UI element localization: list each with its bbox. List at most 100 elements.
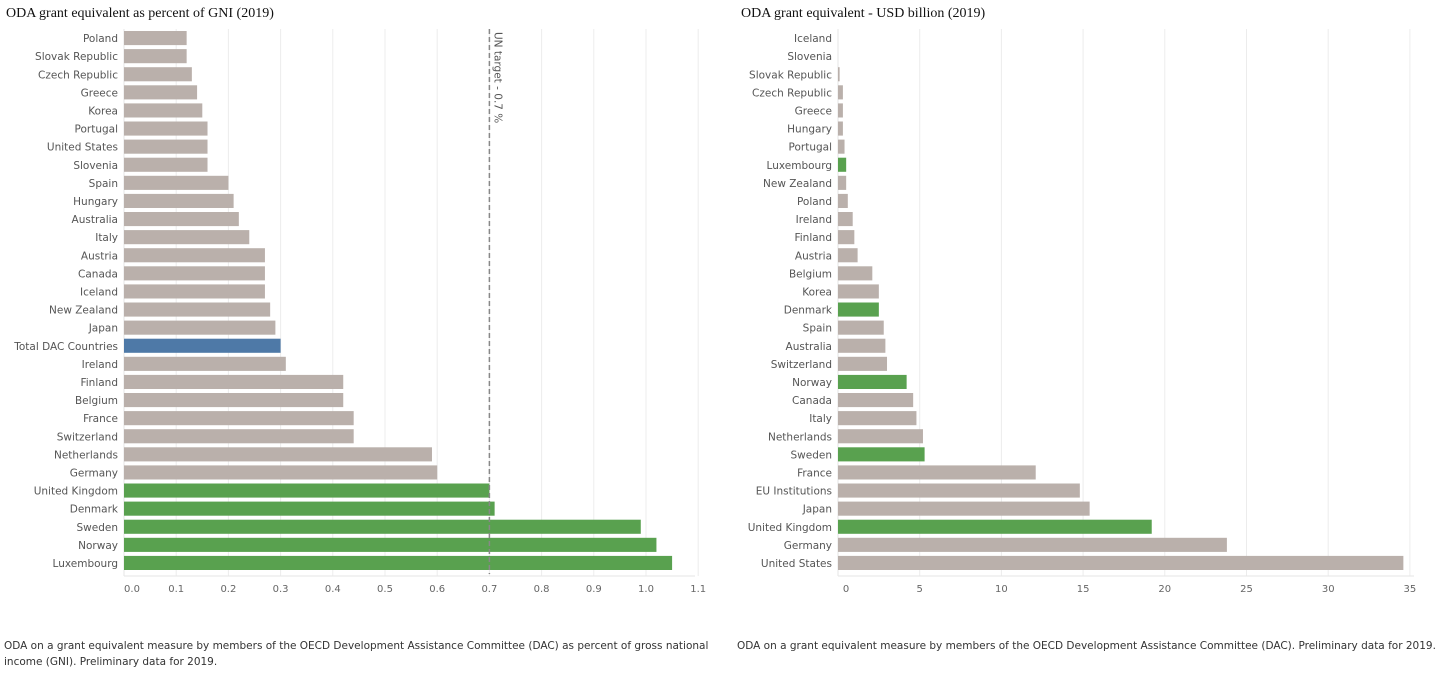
category-label: Sweden: [77, 522, 119, 534]
bar[interactable]: [124, 465, 438, 480]
category-label: Austria: [81, 250, 118, 262]
bar[interactable]: [838, 139, 845, 154]
category-label: Switzerland: [57, 431, 118, 443]
bar[interactable]: [838, 320, 884, 335]
x-tick-label: 20: [1158, 584, 1171, 595]
bar[interactable]: [124, 519, 641, 534]
bar[interactable]: [124, 212, 239, 227]
category-label: Czech Republic: [38, 69, 118, 81]
bar[interactable]: [124, 85, 198, 100]
category-label: Iceland: [80, 286, 118, 298]
bar[interactable]: [124, 139, 208, 154]
bar[interactable]: [838, 157, 847, 172]
x-tick-label: 35: [1404, 584, 1417, 595]
category-label: New Zealand: [49, 305, 118, 317]
x-tick-label: 0.8: [534, 584, 550, 595]
bar[interactable]: [838, 411, 917, 426]
bar[interactable]: [838, 266, 873, 281]
category-label: Korea: [88, 105, 118, 117]
bar[interactable]: [838, 356, 888, 371]
category-label: Greece: [795, 105, 832, 117]
bar[interactable]: [124, 103, 203, 118]
bar[interactable]: [124, 284, 265, 299]
bar[interactable]: [124, 356, 286, 371]
bar[interactable]: [838, 121, 843, 136]
bar[interactable]: [124, 537, 657, 552]
bar[interactable]: [124, 175, 229, 190]
category-label: Australia: [72, 214, 118, 226]
bar[interactable]: [838, 103, 843, 118]
bar[interactable]: [838, 175, 847, 190]
bar[interactable]: [124, 248, 265, 263]
bar[interactable]: [838, 483, 1080, 498]
left-chart-title: ODA grant equivalent as percent of GNI (…: [6, 6, 274, 21]
category-label: Canada: [78, 268, 118, 280]
bar[interactable]: [838, 193, 848, 208]
bar[interactable]: [124, 447, 432, 462]
bar[interactable]: [838, 519, 1152, 534]
bar[interactable]: [838, 501, 1090, 516]
x-tick-label: 10: [995, 584, 1008, 595]
category-label: United Kingdom: [34, 486, 118, 498]
bar[interactable]: [124, 411, 354, 426]
x-tick-label: 15: [1077, 584, 1090, 595]
category-label: Belgium: [75, 395, 118, 407]
category-label: Korea: [802, 286, 832, 298]
right-footnote: ODA on a grant equivalent measure by mem…: [737, 640, 1436, 652]
bar[interactable]: [124, 266, 265, 281]
bar[interactable]: [124, 230, 250, 245]
bar[interactable]: [838, 537, 1227, 552]
bar[interactable]: [838, 429, 923, 444]
category-label: Belgium: [789, 268, 832, 280]
category-label: France: [797, 467, 832, 479]
bar[interactable]: [124, 429, 354, 444]
category-label: Spain: [803, 323, 832, 335]
bar[interactable]: [124, 121, 208, 136]
bar[interactable]: [838, 284, 879, 299]
bar[interactable]: [838, 447, 925, 462]
bar[interactable]: [124, 501, 495, 516]
category-label: Iceland: [794, 33, 832, 45]
x-tick-label: 30: [1322, 584, 1335, 595]
category-label: Netherlands: [54, 449, 118, 461]
bar[interactable]: [838, 212, 853, 227]
x-tick-label: 1.1: [690, 584, 706, 595]
bar[interactable]: [124, 67, 192, 82]
category-label: Total DAC Countries: [13, 341, 118, 353]
category-label: Japan: [802, 504, 832, 516]
category-label: Slovenia: [787, 51, 832, 63]
category-label: Netherlands: [768, 431, 832, 443]
category-label: Norway: [792, 377, 832, 389]
category-label: Austria: [795, 250, 832, 262]
bar[interactable]: [124, 483, 490, 498]
category-label: Luxembourg: [53, 558, 118, 570]
bar[interactable]: [838, 302, 879, 317]
bar[interactable]: [838, 555, 1404, 570]
bar[interactable]: [124, 31, 187, 46]
x-tick-label: 0: [843, 584, 849, 595]
bar[interactable]: [838, 374, 907, 389]
bar[interactable]: [838, 85, 843, 100]
bar[interactable]: [124, 320, 276, 335]
bar[interactable]: [124, 338, 281, 353]
bar[interactable]: [838, 465, 1036, 480]
category-label: Germany: [70, 467, 118, 479]
bar[interactable]: [124, 393, 344, 408]
bar[interactable]: [124, 302, 271, 317]
category-label: Denmark: [70, 504, 119, 516]
category-label: EU Institutions: [756, 486, 832, 498]
bar[interactable]: [838, 338, 886, 353]
bar[interactable]: [124, 49, 187, 64]
category-label: Poland: [83, 33, 118, 45]
bar[interactable]: [124, 193, 234, 208]
x-tick-label: 0.4: [325, 584, 341, 595]
bar[interactable]: [838, 67, 840, 82]
category-label: Ireland: [796, 214, 832, 226]
bar[interactable]: [838, 248, 858, 263]
bar[interactable]: [124, 157, 208, 172]
bar[interactable]: [838, 393, 914, 408]
usd-billion-chart: 0 5 10 15 20 25 30 35 Iceland Slovenia Slovak Repu…: [748, 29, 1417, 595]
bar[interactable]: [124, 555, 673, 570]
bar[interactable]: [838, 230, 855, 245]
bar[interactable]: [124, 374, 344, 389]
